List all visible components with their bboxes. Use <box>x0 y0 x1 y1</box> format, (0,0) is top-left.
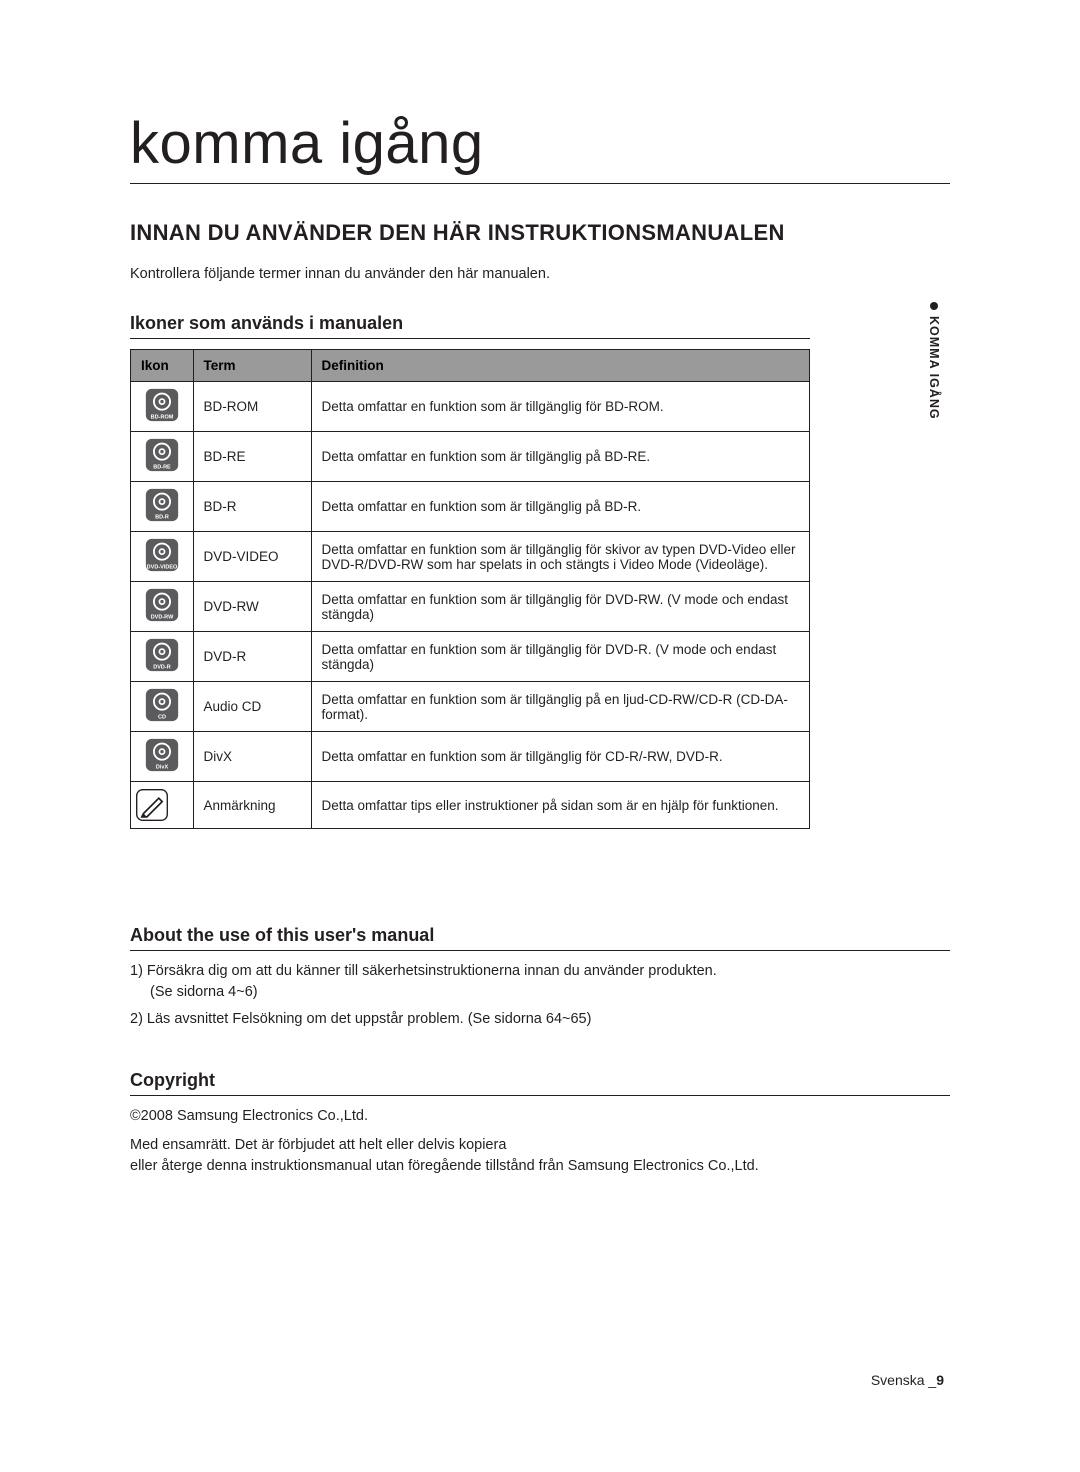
definition-cell: Detta omfattar en funktion som är tillgä… <box>311 682 809 732</box>
list-item: 2) Läs avsnittet Felsökning om det uppst… <box>130 1009 950 1030</box>
icon-cell: DVD-VIDEO <box>131 532 193 582</box>
list-item-text: 2) Läs avsnittet Felsökning om det uppst… <box>130 1011 591 1027</box>
table-row: BD-R BD-RDetta omfattar en funktion som … <box>131 482 809 532</box>
footer-page-number: 9 <box>936 1372 944 1388</box>
icon-cell: BD-ROM <box>131 382 193 432</box>
table-row: DivX DivXDetta omfattar en funktion som … <box>131 732 809 782</box>
svg-text:BD-R: BD-R <box>155 515 169 521</box>
term-cell: Audio CD <box>193 682 311 732</box>
disc-icon: DVD-VIDEO <box>145 538 179 572</box>
table-row: CD Audio CDDetta omfattar en funktion so… <box>131 682 809 732</box>
icons-table: Ikon Term Definition BD-ROM BD-ROMDetta … <box>130 349 810 829</box>
copyright-body: ©2008 Samsung Electronics Co.,Ltd. Med en… <box>130 1106 950 1177</box>
svg-text:DVD-R: DVD-R <box>153 665 170 671</box>
about-section: About the use of this user's manual 1) F… <box>130 925 950 1030</box>
term-cell: DVD-VIDEO <box>193 532 311 582</box>
col-header-term: Term <box>193 350 311 382</box>
svg-text:DivX: DivX <box>156 765 169 771</box>
side-tab: KOMMA IGÅNG <box>924 302 944 420</box>
tab-bullet-icon <box>930 302 938 310</box>
definition-cell: Detta omfattar en funktion som är tillgä… <box>311 582 809 632</box>
table-row: BD-RE BD-REDetta omfattar en funktion so… <box>131 432 809 482</box>
table-row: AnmärkningDetta omfattar tips eller inst… <box>131 782 809 829</box>
definition-cell: Detta omfattar en funktion som är tillgä… <box>311 632 809 682</box>
page: komma igång INNAN DU ANVÄNDER DEN HÄR IN… <box>0 0 1080 1472</box>
copyright-line: Med ensamrätt. Det är förbjudet att helt… <box>130 1135 950 1156</box>
footer-lang: Svenska _ <box>871 1372 936 1388</box>
svg-text:CD: CD <box>158 715 166 721</box>
page-title: komma igång <box>130 110 950 184</box>
table-header-row: Ikon Term Definition <box>131 350 809 382</box>
icon-cell: DVD-RW <box>131 582 193 632</box>
icon-cell: BD-RE <box>131 432 193 482</box>
table-row: BD-ROM BD-ROMDetta omfattar en funktion … <box>131 382 809 432</box>
definition-cell: Detta omfattar tips eller instruktioner … <box>311 782 809 829</box>
disc-icon: BD-ROM <box>145 388 179 422</box>
list-item-text: 1) Försäkra dig om att du känner till sä… <box>130 963 717 979</box>
term-cell: Anmärkning <box>193 782 311 829</box>
term-cell: BD-ROM <box>193 382 311 432</box>
about-list: 1) Försäkra dig om att du känner till sä… <box>130 961 950 1030</box>
note-icon <box>135 788 189 822</box>
table-row: DVD-VIDEO DVD-VIDEODetta omfattar en fun… <box>131 532 809 582</box>
term-cell: DVD-RW <box>193 582 311 632</box>
definition-cell: Detta omfattar en funktion som är tillgä… <box>311 732 809 782</box>
svg-text:BD-RE: BD-RE <box>153 465 171 471</box>
copyright-section: Copyright ©2008 Samsung Electronics Co.,… <box>130 1070 950 1177</box>
term-cell: BD-R <box>193 482 311 532</box>
term-cell: DivX <box>193 732 311 782</box>
list-item: 1) Försäkra dig om att du känner till sä… <box>130 961 950 1003</box>
intro-text: Kontrollera följande termer innan du anv… <box>130 264 950 285</box>
table-row: DVD-R DVD-RDetta omfattar en funktion so… <box>131 632 809 682</box>
disc-icon: DivX <box>145 738 179 772</box>
definition-cell: Detta omfattar en funktion som är tillgä… <box>311 482 809 532</box>
icon-cell: CD <box>131 682 193 732</box>
copyright-section-title: Copyright <box>130 1070 950 1096</box>
definition-cell: Detta omfattar en funktion som är tillgä… <box>311 532 809 582</box>
disc-icon: CD <box>145 688 179 722</box>
disc-icon: BD-R <box>145 488 179 522</box>
copyright-line: ©2008 Samsung Electronics Co.,Ltd. <box>130 1106 950 1127</box>
svg-text:DVD-RW: DVD-RW <box>150 615 173 621</box>
page-footer: Svenska _9 <box>871 1372 944 1388</box>
disc-icon: DVD-R <box>145 638 179 672</box>
term-cell: DVD-R <box>193 632 311 682</box>
disc-icon: DVD-RW <box>145 588 179 622</box>
svg-text:BD-ROM: BD-ROM <box>150 415 173 421</box>
table-row: DVD-RW DVD-RWDetta omfattar en funktion … <box>131 582 809 632</box>
term-cell: BD-RE <box>193 432 311 482</box>
icon-cell: BD-R <box>131 482 193 532</box>
icon-cell: DVD-R <box>131 632 193 682</box>
col-header-definition: Definition <box>311 350 809 382</box>
disc-icon: BD-RE <box>145 438 179 472</box>
col-header-ikon: Ikon <box>131 350 193 382</box>
icon-cell: DivX <box>131 732 193 782</box>
about-section-title: About the use of this user's manual <box>130 925 950 951</box>
section-heading-main: INNAN DU ANVÄNDER DEN HÄR INSTRUKTIONSMA… <box>130 220 950 246</box>
icon-cell <box>131 782 193 829</box>
definition-cell: Detta omfattar en funktion som är tillgä… <box>311 382 809 432</box>
list-item-sub: (Se sidorna 4~6) <box>130 982 950 1003</box>
icons-section-title: Ikoner som används i manualen <box>130 313 810 339</box>
definition-cell: Detta omfattar en funktion som är tillgä… <box>311 432 809 482</box>
svg-text:DVD-VIDEO: DVD-VIDEO <box>146 565 177 571</box>
copyright-line: eller återge denna instruktionsmanual ut… <box>130 1156 950 1177</box>
tab-label: KOMMA IGÅNG <box>927 316 941 420</box>
